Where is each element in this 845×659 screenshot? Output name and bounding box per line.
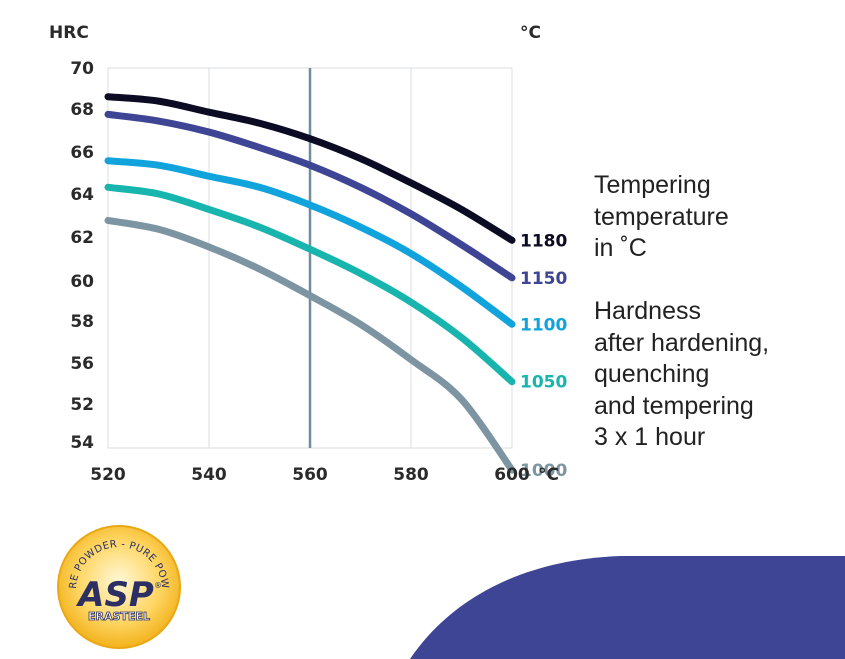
x-tick-label: 560 xyxy=(292,465,328,485)
series-labels: 1180 1150 1100 1050 1000 xyxy=(520,231,567,481)
y-tick-label: 54 xyxy=(70,433,94,453)
hardness-note: Hardness after hardening, quenching and … xyxy=(594,297,770,451)
legend-title: Tempering temperature in ˚C xyxy=(594,171,729,262)
series-label-1150: 1150 xyxy=(520,269,567,289)
series-line-1100 xyxy=(104,157,516,328)
y-tick-labels: 70 68 66 64 62 60 58 56 52 54 xyxy=(70,59,94,453)
series-label-1100: 1100 xyxy=(520,315,567,335)
series-line-1000 xyxy=(104,216,516,474)
logo-sub: ERASTEEL xyxy=(88,610,150,623)
x-tick-labels: 520 540 560 580 600 xyxy=(90,465,530,485)
y-tick-label: 62 xyxy=(70,228,94,248)
y-tick-label: 52 xyxy=(70,395,94,415)
y-tick-label: 56 xyxy=(70,354,94,374)
y-tick-label: 68 xyxy=(70,100,94,120)
logo-registered: ® xyxy=(154,581,162,590)
x-tick-label: 520 xyxy=(90,465,126,485)
asp-erasteel-logo: PURE POWDER - PURE POWER ASP ® ERASTEEL xyxy=(56,524,181,649)
x-tick-label: 580 xyxy=(393,465,429,485)
y-tick-label: 66 xyxy=(70,143,94,163)
y-tick-label: 70 xyxy=(70,59,94,79)
series-layer xyxy=(104,93,516,474)
x-tick-label: 600 xyxy=(494,465,530,485)
y-tick-label: 58 xyxy=(70,312,94,332)
y-tick-label: 64 xyxy=(70,185,94,205)
y-tick-label: 60 xyxy=(70,272,94,292)
series-label-1000: 1000 xyxy=(520,461,567,481)
y2-axis-unit: °C xyxy=(520,23,541,43)
series-line-1050 xyxy=(104,183,516,386)
series-line-1150 xyxy=(104,110,516,282)
logo-disc xyxy=(57,525,181,649)
series-line-1180 xyxy=(104,93,516,244)
x-axis-unit: °C xyxy=(538,465,559,485)
series-label-1180: 1180 xyxy=(520,231,567,251)
series-label-1050: 1050 xyxy=(520,373,567,393)
y-axis-unit: HRC xyxy=(49,23,89,43)
x-tick-label: 540 xyxy=(191,465,227,485)
logo-brand: ASP xyxy=(75,575,154,615)
